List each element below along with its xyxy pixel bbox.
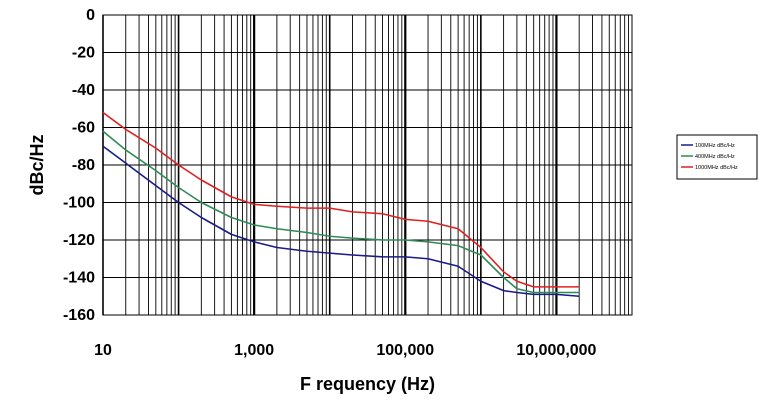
series-line-1 — [102, 145, 580, 298]
x-tick-label: 10 — [94, 342, 112, 359]
series-line-3 — [102, 111, 580, 288]
y-tick-label: -40 — [72, 82, 95, 99]
y-tick-label: -100 — [63, 195, 95, 212]
legend: 100MHz dBc/Hz 400MHz dBc/Hz 1000MHz dBc/Hz — [676, 134, 758, 180]
y-tick-label: -20 — [72, 45, 95, 62]
y-tick-label: -120 — [63, 232, 95, 249]
legend-box — [676, 134, 758, 180]
y-tick-label: -140 — [63, 270, 95, 287]
y-tick-label: -80 — [72, 157, 95, 174]
series-layer — [102, 111, 580, 298]
y-tick-label: 0 — [86, 7, 95, 24]
legend-label-2: 400MHz dBc/Hz — [695, 154, 735, 160]
y-tick-label: -160 — [63, 307, 95, 324]
axis-layer: 0 -20 -40 -60 -80 -100 -120 -140 -160 10 1,000 100,… — [27, 7, 597, 394]
legend-label-3: 1000MHz dBc/Hz — [695, 165, 738, 171]
series-line-2 — [102, 130, 580, 294]
grid-layer — [102, 14, 633, 316]
x-tick-label: 10,000,000 — [516, 342, 596, 359]
x-tick-label: 1,000 — [234, 342, 274, 359]
legend-label-1: 100MHz dBc/Hz — [695, 143, 735, 149]
x-tick-label: 100,000 — [376, 342, 434, 359]
y-axis-title: dBc/Hz — [27, 134, 47, 195]
x-axis-title: F requency (Hz) — [300, 374, 435, 394]
y-tick-label: -60 — [72, 120, 95, 137]
